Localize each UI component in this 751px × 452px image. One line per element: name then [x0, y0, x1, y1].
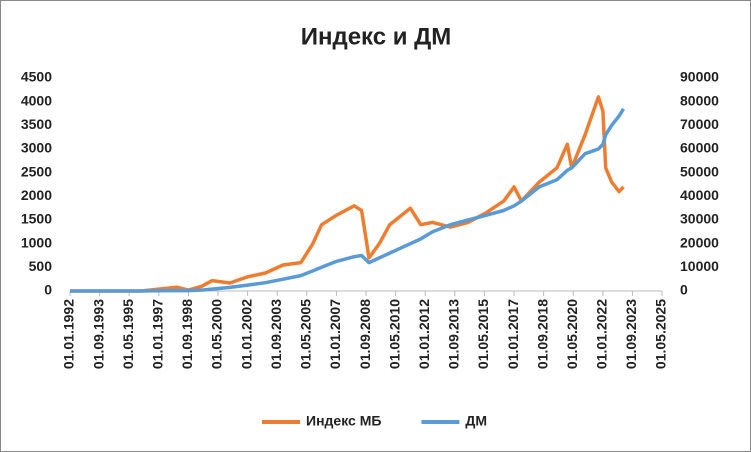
x-tick-label: 01.01.1997	[150, 299, 166, 369]
x-tick-label: 01.01.2012	[416, 299, 432, 369]
x-tick-label: 01.01.2022	[594, 299, 610, 369]
y-tick-label: 3500	[21, 116, 52, 132]
y2-tick-label: 80000	[680, 92, 719, 108]
x-tick-label: 01.09.2013	[446, 299, 462, 369]
x-tick-label: 01.05.2000	[209, 299, 225, 369]
x-tick-label: 01.09.2018	[534, 299, 550, 369]
y2-tick-label: 50000	[680, 163, 719, 179]
x-tick-label: 01.01.1992	[61, 299, 77, 369]
y-tick-label: 2000	[21, 187, 52, 203]
x-tick-label: 01.05.2005	[297, 299, 313, 369]
legend-label: ДМ	[465, 413, 487, 429]
y2-tick-label: 0	[680, 282, 688, 298]
legend-label: Индекс МБ	[306, 413, 381, 429]
y2-tick-label: 20000	[680, 234, 719, 250]
x-tick-label: 01.09.1993	[90, 299, 106, 369]
x-tick-label: 01.01.2017	[505, 299, 521, 369]
y2-tick-label: 10000	[680, 258, 719, 274]
y-tick-label: 3000	[21, 140, 52, 156]
y-tick-label: 2500	[21, 163, 52, 179]
x-tick-label: 01.01.2007	[327, 299, 343, 369]
x-tick-label: 01.01.2002	[238, 299, 254, 369]
x-tick-label: 01.05.2020	[564, 299, 580, 369]
x-tick-label: 01.05.1995	[120, 299, 136, 369]
y2-tick-label: 60000	[680, 140, 719, 156]
x-tick-label: 01.09.2008	[357, 299, 373, 369]
y-tick-label: 500	[29, 258, 53, 274]
series-line	[70, 107, 625, 293]
x-tick-label: 01.05.2025	[653, 299, 669, 369]
y-tick-label: 4500	[21, 69, 52, 85]
x-tick-label: 01.05.2010	[386, 299, 402, 369]
y-tick-label: 1500	[21, 211, 52, 227]
x-tick-label: 01.05.2015	[475, 299, 491, 369]
y2-tick-label: 90000	[680, 69, 719, 85]
x-tick-label: 01.09.1998	[179, 299, 195, 369]
y-tick-label: 4000	[21, 92, 52, 108]
chart-title: Индекс и ДМ	[301, 23, 452, 50]
x-tick-label: 01.09.2003	[268, 299, 284, 369]
y-tick-label: 1000	[21, 234, 52, 250]
x-tick-label: 01.09.2023	[623, 299, 639, 369]
y-tick-label: 0	[44, 282, 52, 298]
y2-tick-label: 70000	[680, 116, 719, 132]
y2-tick-label: 40000	[680, 187, 719, 203]
series-line	[70, 95, 625, 293]
y2-tick-label: 30000	[680, 211, 719, 227]
